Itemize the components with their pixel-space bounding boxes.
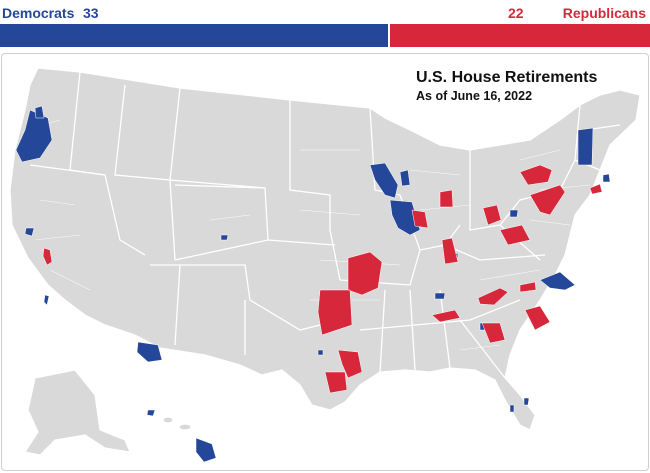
district-ca-south-dem <box>43 294 50 306</box>
district-borders <box>24 119 591 351</box>
district-ca-central-rep <box>42 247 53 266</box>
district-wa-north-dem <box>34 105 45 119</box>
district-texas2-rep <box>324 371 348 394</box>
district-tn-rep <box>431 309 461 323</box>
republican-retirement-districts <box>42 164 603 394</box>
district-va-rep <box>519 281 537 293</box>
alaska-land <box>24 369 131 456</box>
contiguous-us-land <box>9 67 641 431</box>
district-texas-rep <box>337 349 363 379</box>
district-nj-rep <box>589 183 603 195</box>
district-ri-dem <box>602 173 611 183</box>
district-sc-rep <box>524 305 551 331</box>
district-arizona-dem <box>136 341 163 363</box>
district-wisconsin-dem <box>369 162 399 199</box>
district-oregon-wa-dem <box>15 109 53 163</box>
map-title: U.S. House Retirements <box>416 69 597 86</box>
district-florida2-dem <box>523 397 530 406</box>
district-georgia-rep <box>481 322 506 344</box>
district-illinois-dem <box>389 199 421 236</box>
district-ca-bay-dem <box>24 227 35 237</box>
district-ohio2-rep <box>499 224 531 246</box>
district-pa-rep <box>529 184 566 216</box>
democrats-count: 33 <box>83 5 99 21</box>
district-ohio-rep <box>482 204 502 226</box>
district-indiana-rep <box>441 237 459 265</box>
party-summary-header: Democrats 33 22 Republicans <box>0 0 650 24</box>
democrats-bar-segment <box>0 24 388 47</box>
district-nc-dem <box>539 271 576 291</box>
district-tennessee-dem <box>434 292 446 300</box>
district-hawaii-dem <box>146 409 217 463</box>
district-colorado-dem <box>220 234 229 241</box>
district-vermont-dem <box>577 127 594 166</box>
district-oklahoma-rep <box>317 289 353 336</box>
district-wi-east-dem <box>399 169 411 187</box>
district-illinois-rep <box>411 209 429 229</box>
republicans-label: Republicans <box>562 5 646 21</box>
district-missouri-rep <box>347 251 383 296</box>
democrats-label: Democrats <box>2 5 75 21</box>
district-ny-rep <box>519 164 553 186</box>
map-subtitle: As of June 16, 2022 <box>416 89 532 103</box>
republicans-bar-segment <box>390 24 650 47</box>
party-split-bar <box>0 24 650 47</box>
district-michigan-rep <box>439 189 454 208</box>
district-texas-dem <box>317 349 324 356</box>
district-florida-dem <box>509 404 515 413</box>
democrat-retirement-districts <box>15 105 611 463</box>
republicans-count: 22 <box>508 5 524 21</box>
district-kentucky-rep <box>477 287 509 306</box>
district-ohio2-dem <box>509 209 519 218</box>
